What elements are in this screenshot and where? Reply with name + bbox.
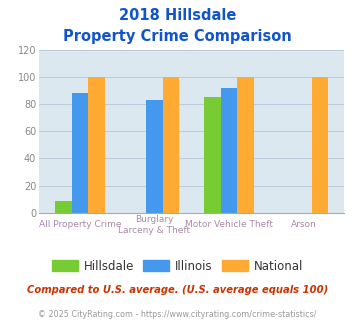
Bar: [312, 77, 328, 213]
Text: All Property Crime: All Property Crime: [39, 220, 121, 229]
Bar: [72, 93, 88, 213]
Bar: [163, 77, 179, 213]
Bar: [221, 88, 237, 213]
Text: Arson: Arson: [290, 220, 316, 229]
Bar: [88, 77, 105, 213]
Text: Larceny & Theft: Larceny & Theft: [119, 226, 191, 235]
Bar: [237, 77, 253, 213]
Text: © 2025 CityRating.com - https://www.cityrating.com/crime-statistics/: © 2025 CityRating.com - https://www.city…: [38, 310, 317, 318]
Text: Burglary: Burglary: [135, 215, 174, 224]
Text: Motor Vehicle Theft: Motor Vehicle Theft: [185, 220, 273, 229]
Bar: [55, 201, 72, 213]
Text: 2018 Hillsdale: 2018 Hillsdale: [119, 8, 236, 23]
Legend: Hillsdale, Illinois, National: Hillsdale, Illinois, National: [47, 255, 308, 278]
Text: Compared to U.S. average. (U.S. average equals 100): Compared to U.S. average. (U.S. average …: [27, 285, 328, 295]
Text: Property Crime Comparison: Property Crime Comparison: [63, 29, 292, 44]
Bar: [204, 97, 221, 213]
Bar: [146, 100, 163, 213]
